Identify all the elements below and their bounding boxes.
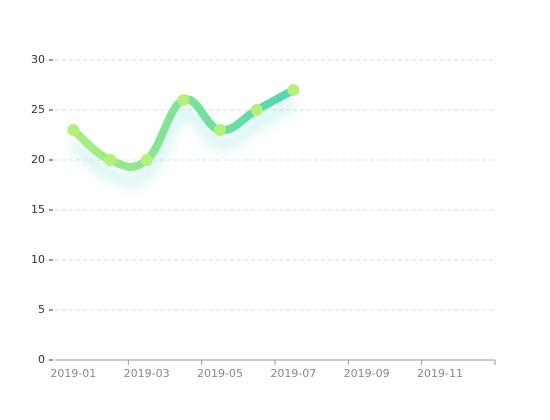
y-tick-label: 5 bbox=[38, 303, 45, 316]
x-tick-label: 2019-05 bbox=[197, 367, 243, 380]
point bbox=[140, 154, 153, 166]
y-tick-label: 30 bbox=[31, 53, 45, 66]
point bbox=[250, 104, 263, 116]
point bbox=[104, 154, 116, 166]
x-tick-label: 2019-07 bbox=[270, 367, 316, 380]
line-shadow bbox=[70, 99, 296, 186]
y-tick-label: 10 bbox=[31, 253, 45, 266]
point bbox=[214, 124, 226, 136]
y-tick-label: 25 bbox=[31, 103, 45, 116]
point bbox=[177, 94, 190, 106]
x-tick-label: 2019-11 bbox=[417, 367, 463, 380]
y-tick-label: 15 bbox=[31, 203, 45, 216]
x-tick-label: 2019-01 bbox=[50, 367, 96, 380]
x-tick-label: 2019-09 bbox=[344, 367, 390, 380]
point bbox=[287, 84, 300, 96]
y-tick-label: 20 bbox=[31, 153, 45, 166]
x-tick-label: 2019-03 bbox=[124, 367, 170, 380]
y-tick-label: 0 bbox=[38, 353, 45, 366]
point bbox=[67, 124, 80, 136]
